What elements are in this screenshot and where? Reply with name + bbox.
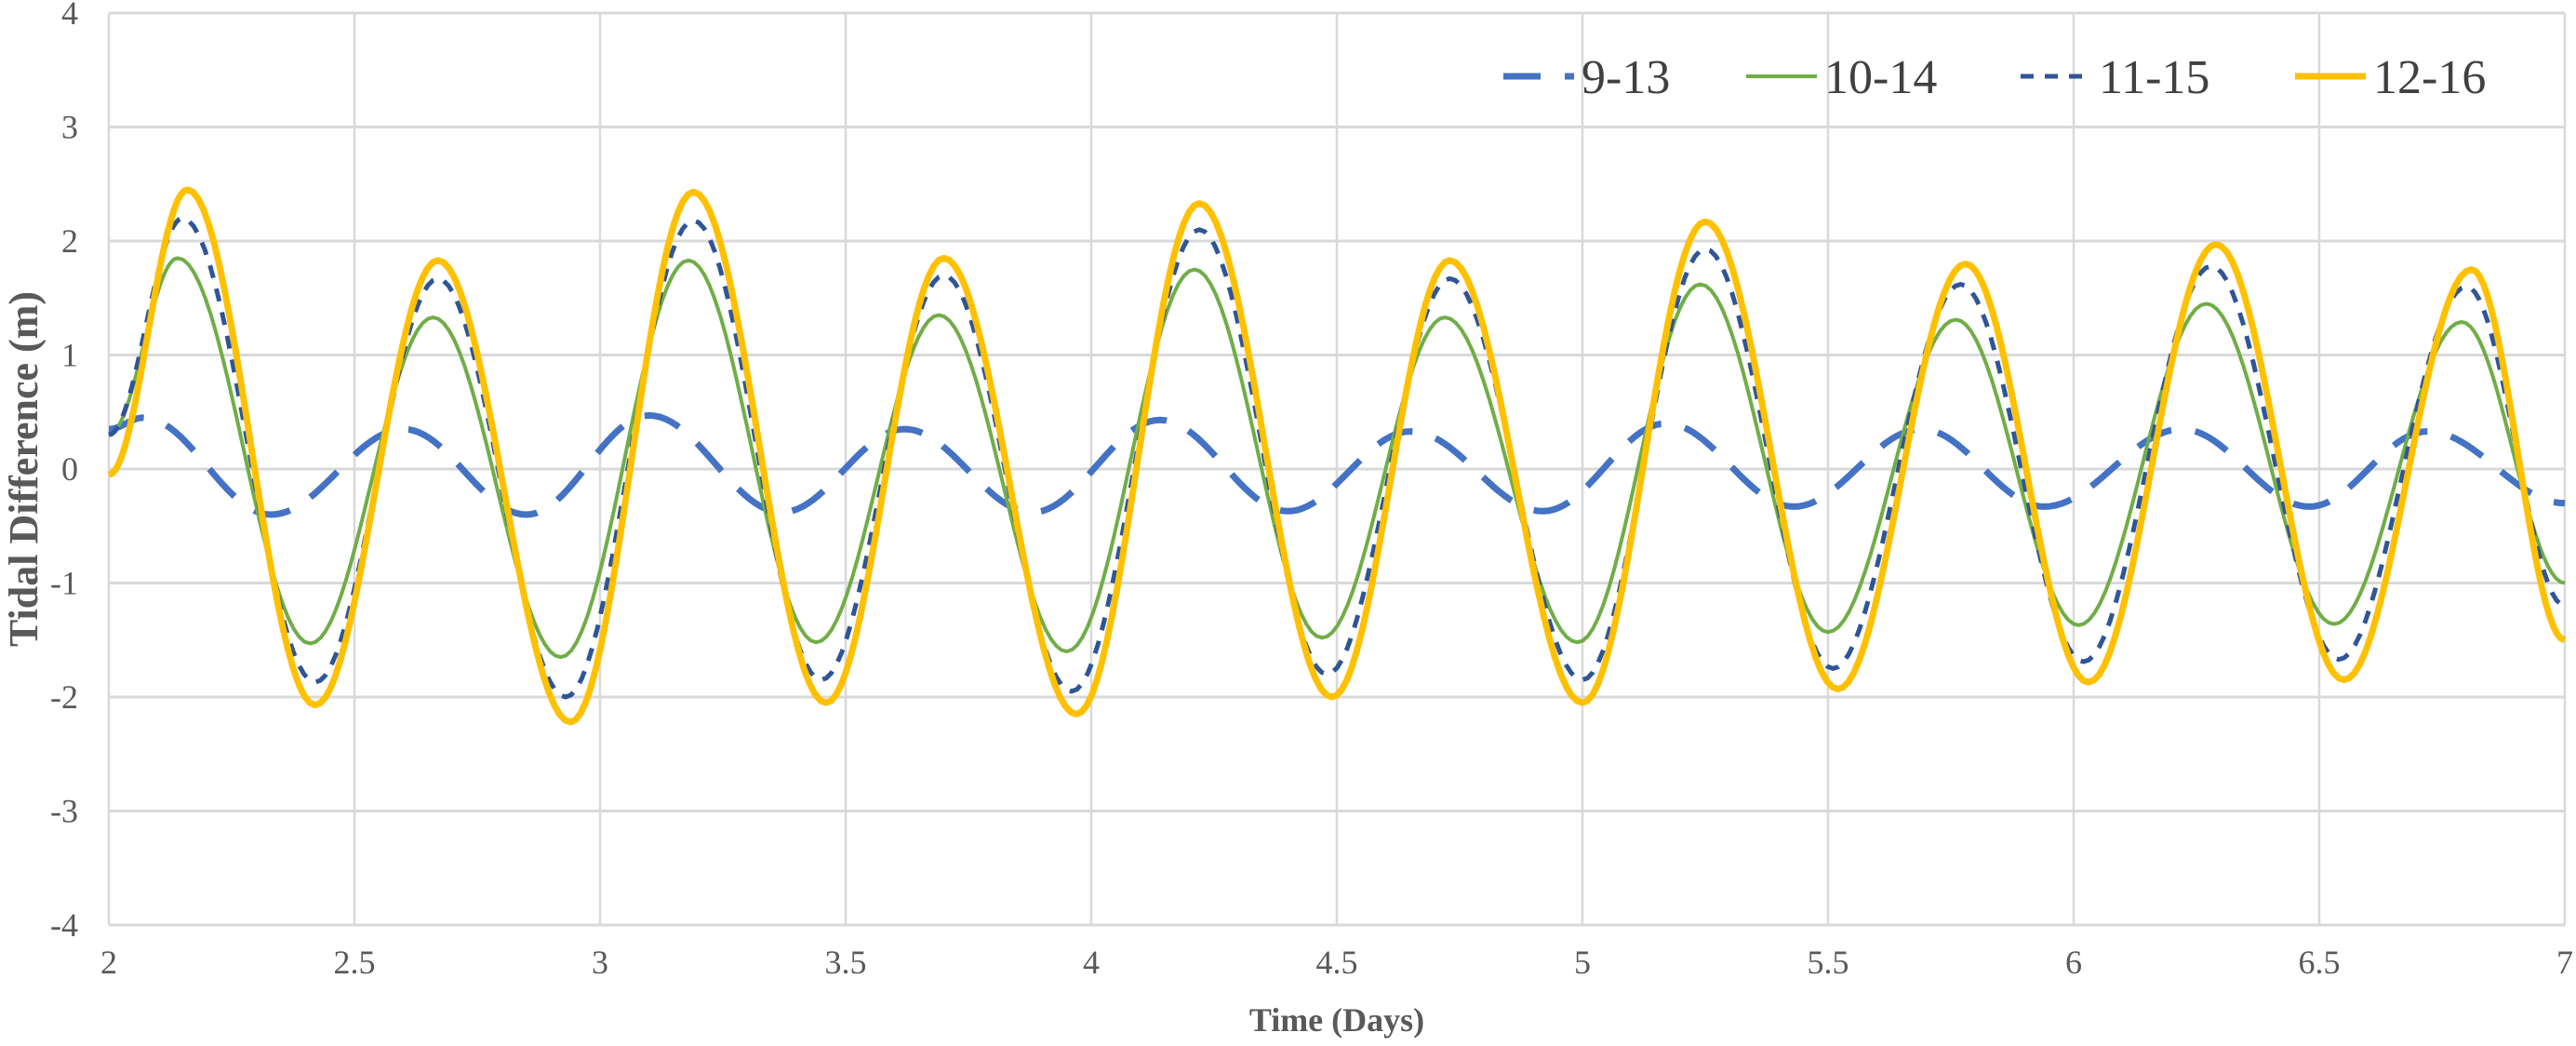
legend-label: 12-16 bbox=[2373, 51, 2486, 104]
legend-label: 9-13 bbox=[1582, 51, 1670, 104]
x-tick-label: 6.5 bbox=[2299, 944, 2341, 981]
series-line-9-13 bbox=[107, 411, 2566, 518]
legend: 9-13 10-14 11-15 12-16 bbox=[1503, 51, 2486, 104]
y-tick-label: -3 bbox=[50, 793, 78, 830]
y-tick-label: 0 bbox=[61, 450, 78, 488]
y-tick-label: -4 bbox=[50, 906, 78, 944]
y-tick-label: 2 bbox=[61, 222, 78, 260]
legend-label: 10-14 bbox=[1824, 51, 1937, 104]
x-tick-label: 2.5 bbox=[334, 944, 376, 981]
series-line-12-16 bbox=[107, 186, 2567, 726]
x-axis-title: Time (Days) bbox=[1249, 1001, 1424, 1039]
x-tick-label: 5 bbox=[1574, 944, 1591, 981]
y-tick-label: 1 bbox=[61, 337, 78, 374]
y-tick-label: 3 bbox=[61, 109, 78, 146]
x-tick-label: 3.5 bbox=[825, 944, 867, 981]
x-tick-label: 3 bbox=[592, 944, 608, 981]
legend-label: 11-15 bbox=[2099, 51, 2209, 104]
y-tick-label: -1 bbox=[50, 565, 78, 602]
x-tick-label: 7 bbox=[2556, 944, 2573, 981]
y-tick-label: 4 bbox=[61, 0, 78, 32]
y-axis-title: Tidal Difference (m) bbox=[1, 291, 47, 647]
x-tick-label: 5.5 bbox=[1808, 944, 1849, 981]
x-tick-label: 2 bbox=[100, 944, 117, 981]
x-tick-label: 6 bbox=[2065, 944, 2082, 981]
series-lines bbox=[107, 186, 2567, 726]
grid bbox=[107, 11, 2567, 927]
x-tick-label: 4.5 bbox=[1316, 944, 1358, 981]
x-tick-label: 4 bbox=[1083, 944, 1100, 981]
y-axis-ticks: 4 3 2 1 0 -1 -2 -3 -4 bbox=[50, 0, 78, 944]
x-axis-ticks: 2 2.5 3 3.5 4 4.5 5 5.5 6 6.5 7 bbox=[100, 944, 2573, 981]
y-tick-label: -2 bbox=[50, 678, 78, 716]
